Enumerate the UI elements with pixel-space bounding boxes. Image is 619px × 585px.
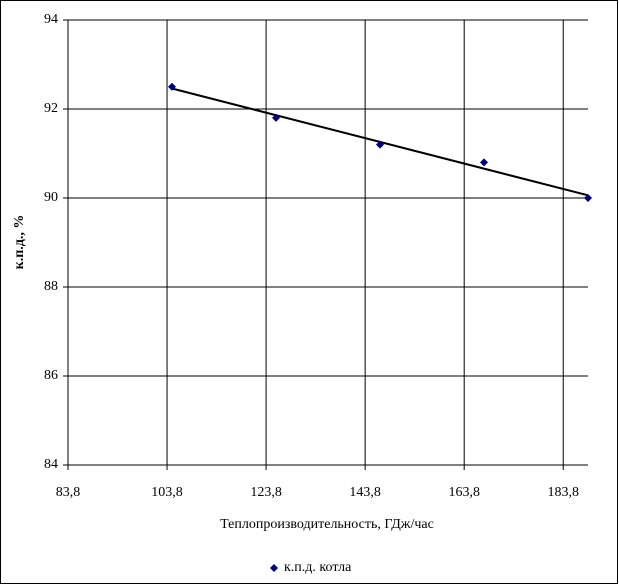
legend-marker — [270, 564, 278, 572]
x-tick-label: 163,8 — [448, 485, 480, 500]
x-tick-label: 103,8 — [151, 485, 183, 500]
point — [584, 194, 592, 202]
legend-label: к.п.д. котла — [284, 560, 352, 575]
point — [272, 113, 280, 122]
y-tick-label: 90 — [44, 190, 58, 205]
y-tick-label: 84 — [44, 457, 58, 472]
point — [168, 82, 176, 91]
x-tick-label: 83,8 — [56, 485, 81, 500]
x-tick-label: 123,8 — [250, 485, 282, 500]
y-tick-label: 86 — [44, 368, 58, 383]
y-tick-label: 88 — [44, 279, 58, 294]
y-axis-label: к.п.д., % — [12, 215, 27, 270]
point — [376, 140, 384, 149]
x-axis-label: Теплопроизводительность, ГДж/час — [220, 517, 434, 532]
y-tick-label: 92 — [44, 101, 58, 116]
y-tick-label: 94 — [44, 12, 58, 27]
x-tick-label: 143,8 — [349, 485, 381, 500]
point — [480, 158, 488, 167]
x-tick-label: 183,8 — [547, 485, 579, 500]
